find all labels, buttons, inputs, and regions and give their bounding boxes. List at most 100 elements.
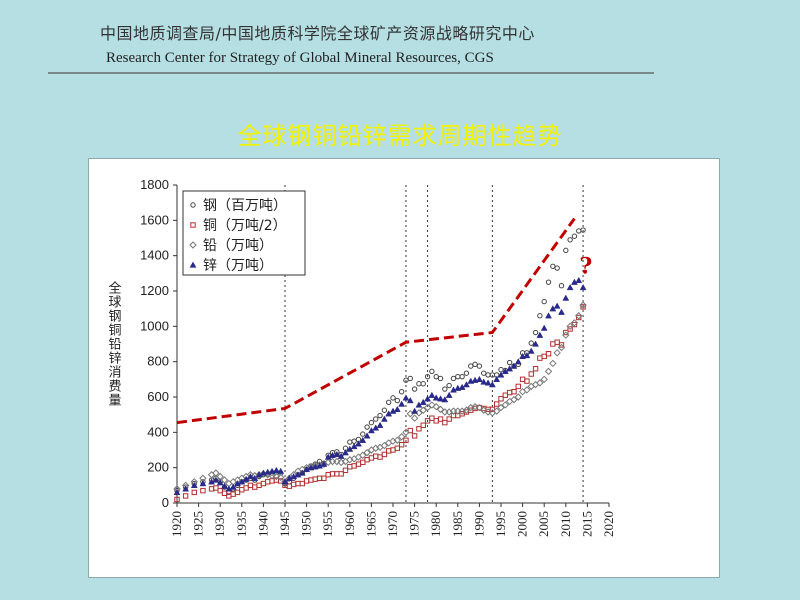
series-1-point: [239, 487, 245, 493]
series-0-point: [360, 431, 366, 437]
y-tick-label: 800: [147, 354, 169, 369]
x-tick-label: 1925: [191, 511, 206, 537]
series-3-point: [540, 324, 548, 331]
header-divider: [48, 72, 654, 74]
series-3-point: [536, 331, 544, 338]
series-1-point: [221, 490, 228, 496]
series-0-point: [455, 373, 461, 380]
x-tick-label: 1995: [493, 511, 508, 537]
series-0-point: [567, 237, 573, 243]
series-3-point: [571, 278, 578, 285]
y-tick-label: 200: [147, 460, 169, 475]
x-tick-label: 1970: [385, 511, 400, 537]
trend-line: [176, 217, 576, 425]
series-0-point: [472, 361, 478, 368]
series-3-point: [398, 400, 406, 407]
series-1-point: [515, 383, 521, 390]
series-1-point: [260, 480, 267, 487]
series-1-point: [446, 416, 452, 422]
series-0-point: [377, 412, 383, 419]
series-0-point: [545, 279, 552, 285]
series-3-point: [355, 440, 362, 447]
series-1-point: [243, 485, 249, 491]
x-tick-label: 1935: [234, 511, 249, 537]
slide-title: 全球钢铜铅锌需求周期性趋势: [237, 122, 563, 150]
series-0-point: [416, 381, 422, 387]
y-tick-label: 600: [147, 389, 169, 404]
series-2-point: [484, 408, 492, 416]
series-1-point: [355, 461, 362, 467]
series-1-point: [351, 463, 357, 469]
series-2-point: [432, 403, 440, 411]
series-2-point: [579, 301, 587, 309]
series-1-point: [437, 416, 444, 422]
series-1-point: [416, 426, 422, 432]
series-1-point: [390, 447, 396, 453]
series-1-point: [364, 457, 370, 463]
series-3-point: [393, 405, 401, 413]
series-1-point: [347, 464, 353, 470]
series-3-point: [523, 351, 531, 359]
series-3-point: [320, 460, 328, 467]
series-0-point: [351, 438, 357, 444]
series-0-point: [571, 233, 578, 239]
series-1-point: [269, 478, 275, 484]
series-2-point: [557, 343, 566, 352]
series-0-point: [468, 363, 474, 369]
x-tick-label: 1985: [450, 511, 465, 537]
series-3-point: [342, 449, 349, 456]
series-3-point: [510, 362, 518, 369]
legend-label: 铅（万吨）: [203, 238, 273, 254]
series-2-point: [553, 349, 561, 357]
series-3-point: [488, 381, 496, 388]
series-1-point: [373, 453, 379, 459]
x-tick-label: 2010: [558, 511, 573, 537]
series-3-point: [545, 312, 552, 319]
series-0-point: [368, 419, 375, 426]
series-1-point: [381, 451, 388, 458]
legend-marker: [189, 241, 197, 249]
series-3-point: [380, 415, 388, 422]
y-tick-label: 1200: [140, 283, 169, 298]
series-1-point: [377, 454, 383, 460]
series-1-point: [433, 418, 439, 424]
series-3-point: [419, 398, 427, 405]
series-3-point: [450, 386, 457, 393]
y-tick-label: 1600: [140, 212, 169, 227]
org-name-cn: 中国地质调查局/中国地质科学院全球矿产资源战略研究中心: [100, 24, 535, 43]
series-1-point: [528, 371, 534, 377]
series-2-point: [475, 403, 484, 412]
series-1-point: [502, 392, 509, 398]
series-0-point: [541, 298, 547, 305]
series-1-point: [545, 351, 552, 357]
series-2-point: [492, 407, 501, 415]
series-1-point: [407, 427, 413, 434]
series-1-point: [230, 491, 236, 497]
series-2-point: [393, 436, 402, 444]
series-0-point: [563, 247, 569, 254]
series-3-point: [333, 450, 341, 458]
series-1-point: [563, 329, 569, 336]
series-3-point: [337, 452, 345, 459]
series-2-point: [380, 441, 389, 450]
x-tick-label: 2015: [579, 511, 594, 537]
x-tick-label: 1945: [277, 511, 292, 537]
legend-marker: [190, 222, 196, 228]
series-1-point: [252, 484, 258, 490]
series-3-point: [527, 347, 535, 354]
series-0-point: [476, 363, 483, 369]
series-1-point: [567, 326, 573, 332]
series-3-point: [225, 485, 233, 492]
series-1-point: [532, 366, 539, 372]
series-3-point: [376, 421, 384, 428]
series-3-point: [445, 391, 453, 398]
y-tick-label: 1800: [140, 177, 169, 192]
series-1-point: [519, 376, 526, 383]
series-1-point: [303, 478, 310, 484]
y-axis-label: 全球钢铜铅锌消费量: [106, 280, 122, 407]
series-3-point: [441, 396, 449, 403]
legend-label: 锌（万吨）: [203, 258, 273, 274]
y-tick-label: 1000: [140, 318, 169, 333]
series-0-point: [580, 227, 586, 233]
series-1-point: [558, 342, 565, 348]
